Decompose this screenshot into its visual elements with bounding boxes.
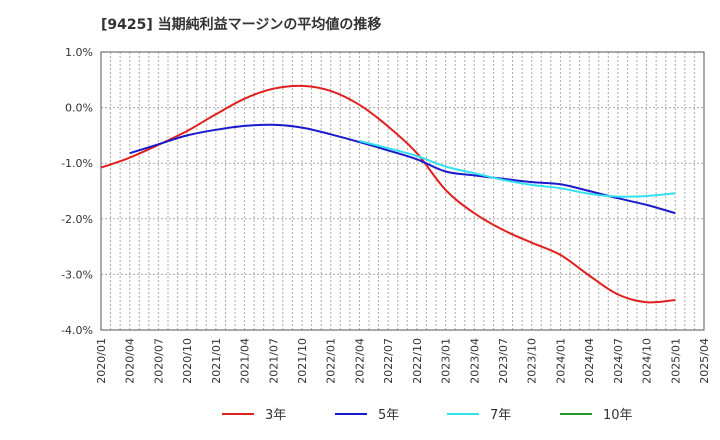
x-tick-label: 2021/10 [296,338,309,384]
y-tick-label: -2.0% [61,213,93,226]
x-tick-label: 2022/10 [411,338,424,384]
x-tick-label: 2024/04 [583,338,596,384]
x-tick-label: 2022/01 [325,338,338,384]
x-tick-label: 2023/07 [497,338,510,384]
x-tick-label: 2021/04 [239,338,252,384]
series-line-0 [100,84,676,304]
x-tick-label: 2022/07 [382,338,395,384]
plot-area-border [100,51,705,331]
x-tick-label: 2024/07 [612,338,625,384]
y-axis-ticks: 1.0% 0.0% -1.0% -2.0% -3.0% -4.0% [61,46,93,337]
x-tick-label: 2025/01 [669,338,682,384]
legend-label-1: 5年 [378,408,399,423]
x-tick-label: 2023/01 [440,338,453,384]
y-tick-label: -4.0% [61,324,93,337]
x-tick-label: 2023/10 [526,338,539,384]
x-tick-label: 2020/10 [181,338,194,384]
legend-label-2: 7年 [490,408,511,423]
y-tick-label: -3.0% [61,268,93,281]
x-tick-label: 2025/04 [698,338,711,384]
y-tick-label: 1.0% [65,46,93,59]
x-tick-label: 2021/07 [267,338,280,384]
y-tick-label: -1.0% [61,157,93,170]
x-tick-label: 2021/01 [210,338,223,384]
series-lines [100,84,676,304]
x-tick-label: 2024/01 [554,338,567,384]
x-tick-label: 2020/07 [152,338,165,384]
series-line-2 [359,140,676,198]
y-tick-label: 0.0% [65,102,93,115]
legend-label-0: 3年 [265,408,286,423]
legend: 3年 5年 7年 10年 [222,408,633,423]
x-axis-ticks: 2020/01 2020/04 2020/07 2020/10 2021/01 2021/… [95,338,711,384]
x-tick-label: 2022/04 [353,338,366,384]
grid [100,51,705,331]
x-tick-label: 2024/10 [641,338,654,384]
legend-label-3: 10年 [603,408,633,423]
chart-title: [9425] 当期純利益マージンの平均値の推移 [101,16,381,33]
x-tick-label: 2020/04 [124,338,137,384]
series-line-1 [129,123,676,215]
x-tick-label: 2020/01 [95,338,108,384]
x-tick-label: 2023/04 [468,338,481,384]
